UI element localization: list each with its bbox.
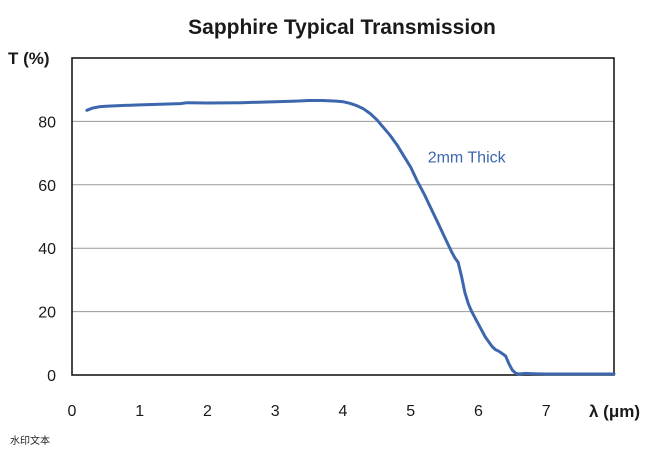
x-tick-label: 2 [203, 403, 212, 420]
x-tick-label: 5 [406, 403, 415, 420]
transmission-chart: Sapphire Typical Transmission T (%) λ (μ… [8, 16, 640, 421]
x-tick-label: 3 [271, 403, 280, 420]
series-line-2mm-thick [85, 99, 616, 376]
y-axis-label: T (%) [8, 49, 50, 68]
x-tick-label: 0 [68, 403, 77, 420]
plot-frame [71, 57, 615, 376]
series-layer [85, 99, 616, 376]
gridlines [72, 120, 614, 313]
y-tick-labels: 0 20 40 60 80 [38, 114, 56, 385]
watermark-text: 水印文本 [10, 436, 50, 447]
y-tick-label: 60 [38, 178, 56, 195]
x-axis-label: λ (μm) [589, 402, 640, 421]
y-tick-label: 80 [38, 114, 56, 131]
x-tick-label: 6 [474, 403, 483, 420]
x-tick-label: 1 [135, 403, 144, 420]
x-tick-label: 4 [339, 403, 348, 420]
y-tick-label: 0 [47, 368, 56, 385]
x-tick-label: 7 [542, 403, 551, 420]
chart-title: Sapphire Typical Transmission [188, 16, 496, 39]
x-tick-labels: 0 1 2 3 4 5 6 7 [68, 403, 551, 420]
y-tick-label: 20 [38, 305, 56, 322]
series-annotation: 2mm Thick [428, 150, 507, 167]
y-tick-label: 40 [38, 241, 56, 258]
